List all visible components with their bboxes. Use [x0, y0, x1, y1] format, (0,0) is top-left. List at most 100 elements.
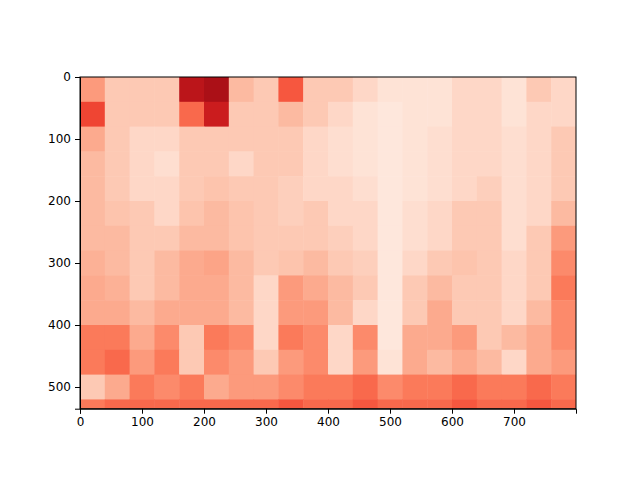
heat-cell [229, 127, 254, 152]
heat-cell [303, 325, 328, 350]
tick-mark [204, 409, 205, 414]
heat-cell [328, 226, 353, 251]
heat-cell [105, 127, 130, 152]
heat-cell [551, 350, 576, 375]
heat-cell [526, 375, 551, 400]
heat-cell [204, 226, 229, 251]
heat-cell [105, 399, 130, 408]
heat-cell [328, 251, 353, 276]
heat-cell [402, 226, 427, 251]
heat-cell [204, 102, 229, 127]
heat-cell [551, 102, 576, 127]
cells [80, 77, 576, 409]
heat-cell [427, 275, 452, 300]
heat-cell [130, 127, 155, 152]
heat-cell [551, 325, 576, 350]
heat-cell [427, 325, 452, 350]
tick-label: 200 [193, 415, 216, 429]
heat-cell [526, 151, 551, 176]
heat-cell [526, 350, 551, 375]
heat-cell [551, 176, 576, 201]
tick-mark [390, 409, 391, 414]
heat-cell [526, 251, 551, 276]
heat-cell [551, 151, 576, 176]
heat-cell [278, 350, 303, 375]
heat-cell [154, 325, 179, 350]
heat-cell [80, 275, 105, 300]
heat-cell [130, 300, 155, 325]
heat-cell [204, 127, 229, 152]
heat-cell [551, 201, 576, 226]
tick-mark [75, 139, 80, 140]
heat-cell [378, 176, 403, 201]
heat-cell [105, 176, 130, 201]
heat-cell [204, 350, 229, 375]
tick-mark [75, 77, 80, 78]
heat-cell [427, 151, 452, 176]
tick-label: 300 [255, 415, 278, 429]
heat-cell [254, 102, 279, 127]
plot-frame [80, 77, 576, 409]
heat-cell [427, 375, 452, 400]
heat-cell [452, 102, 477, 127]
heat-cell [328, 300, 353, 325]
heat-cell [179, 399, 204, 408]
heat-cell [105, 325, 130, 350]
heat-cell [229, 251, 254, 276]
heat-cell [154, 201, 179, 226]
heat-cell [402, 375, 427, 400]
heat-cell [303, 201, 328, 226]
heat-cell [204, 399, 229, 408]
heat-cell [154, 399, 179, 408]
heat-cell [477, 151, 502, 176]
heat-cell [130, 176, 155, 201]
heat-cell [278, 77, 303, 102]
heat-cell [229, 375, 254, 400]
heat-cell [477, 176, 502, 201]
heat-cell [154, 350, 179, 375]
heat-cell [254, 350, 279, 375]
heat-cell [402, 151, 427, 176]
heat-cell [427, 226, 452, 251]
heat-cell [402, 102, 427, 127]
heat-cell [328, 275, 353, 300]
heat-cell [303, 275, 328, 300]
heat-cell [80, 201, 105, 226]
heat-cell [502, 375, 527, 400]
heat-cell [278, 102, 303, 127]
heat-cell [154, 102, 179, 127]
heat-cell [278, 176, 303, 201]
heat-cell [303, 399, 328, 408]
heat-cell [204, 375, 229, 400]
heat-cell [353, 275, 378, 300]
heat-cell [353, 325, 378, 350]
heat-cell [328, 102, 353, 127]
heat-cell [378, 399, 403, 408]
heat-cell [105, 275, 130, 300]
axis-line [75, 78, 81, 410]
tick: 700 [503, 409, 526, 430]
heat-cell [154, 77, 179, 102]
heat-cell [502, 127, 527, 152]
heat-cell [254, 300, 279, 325]
heat-cell [526, 275, 551, 300]
heat-cell [402, 127, 427, 152]
heat-cell [105, 226, 130, 251]
heat-cell [452, 226, 477, 251]
heat-cell [303, 102, 328, 127]
tick: 300 [48, 256, 80, 270]
heat-cell [229, 325, 254, 350]
heat-cell [254, 226, 279, 251]
heat-cell [452, 325, 477, 350]
heat-cell [130, 325, 155, 350]
heat-cell [130, 375, 155, 400]
heat-cell [477, 350, 502, 375]
tick: 400 [48, 318, 80, 332]
heat-cell [378, 251, 403, 276]
y-axis: 0100200300400500 [48, 70, 80, 409]
heat-cell [254, 375, 279, 400]
heat-cell [427, 251, 452, 276]
heat-cell [154, 151, 179, 176]
heat-cell [477, 275, 502, 300]
tick-label: 100 [131, 415, 154, 429]
